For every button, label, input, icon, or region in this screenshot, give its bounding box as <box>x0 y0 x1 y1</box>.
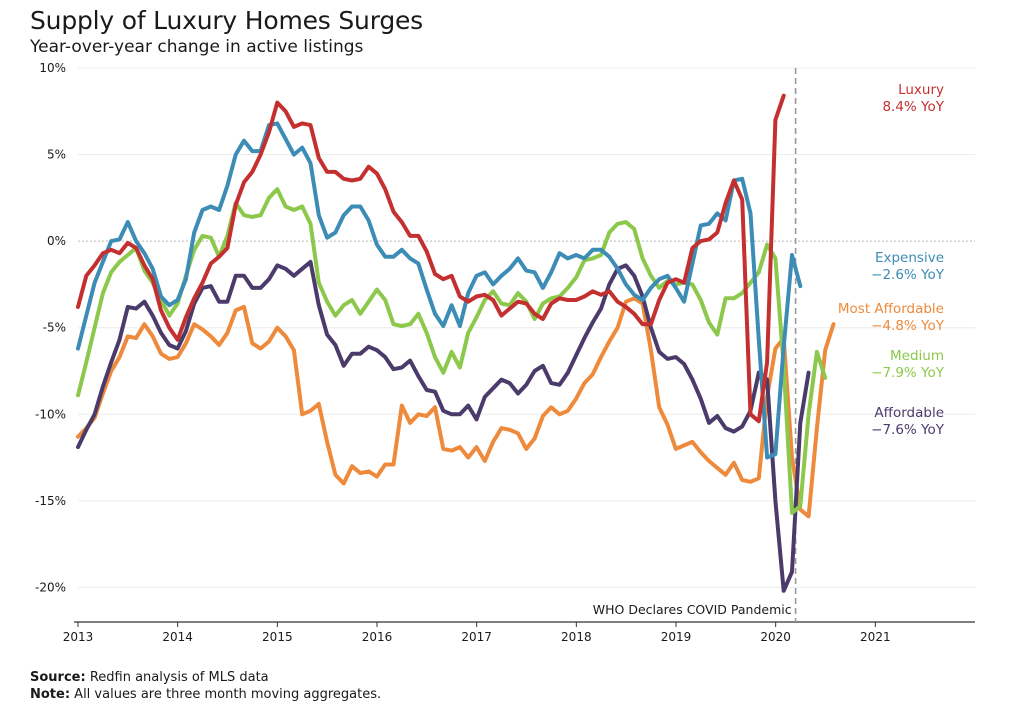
source-text: Redfin analysis of MLS data <box>85 670 269 685</box>
y-tick-label: 0% <box>47 234 66 248</box>
x-tick-label: 2013 <box>63 630 94 644</box>
x-tick-label: 2015 <box>262 630 293 644</box>
grid-lines <box>78 67 975 588</box>
y-tick-label: -20% <box>35 580 66 594</box>
x-tick-label: 2021 <box>860 630 891 644</box>
series-line-affordable <box>76 259 811 593</box>
note-line: Note: All values are three month moving … <box>30 686 381 703</box>
series-end-labels: Most Affordable−4.8% YoY Affordable−7.6% … <box>838 82 945 438</box>
y-tick-label: 5% <box>47 148 66 162</box>
x-tick-label: 2017 <box>461 630 492 644</box>
y-tick-label: -5% <box>43 321 66 335</box>
covid-annotation: WHO Declares COVID Pandemic <box>593 68 797 622</box>
end-label-expensive: −2.6% YoY <box>871 267 945 283</box>
end-label-affordable: −7.6% YoY <box>871 422 945 438</box>
x-tick-label: 2016 <box>362 630 393 644</box>
covid-annotation-text: WHO Declares COVID Pandemic <box>593 602 792 617</box>
end-label-medium: Medium <box>890 348 944 364</box>
chart-subtitle: Year-over-year change in active listings <box>30 37 364 57</box>
end-label-affordable: Affordable <box>874 405 944 421</box>
note-label: Note: <box>30 687 71 702</box>
y-tick-label: -10% <box>35 407 66 421</box>
series-line-luxury <box>76 93 786 424</box>
series-line-expensive <box>76 121 803 460</box>
end-label-medium: −7.9% YoY <box>871 365 945 381</box>
x-tick-label: 2018 <box>561 630 592 644</box>
note-text: All values are three month moving aggreg… <box>70 687 382 702</box>
y-axis-ticks: 10% 5% 0% -5% -10% -15% -20% <box>35 61 66 594</box>
end-label-most-affordable: Most Affordable <box>838 301 944 317</box>
end-label-luxury: 8.4% YoY <box>882 99 944 115</box>
x-tick-label: 2019 <box>661 630 692 644</box>
footer: Source: Redfin analysis of MLS data Note… <box>30 669 381 703</box>
series-lines <box>76 93 836 593</box>
source-label: Source: <box>30 670 86 685</box>
x-tick-label: 2020 <box>760 630 791 644</box>
chart-title: Supply of Luxury Homes Surges <box>30 6 424 35</box>
y-tick-label: 10% <box>39 61 66 75</box>
end-label-expensive: Expensive <box>875 250 944 266</box>
y-tick-label: -15% <box>35 494 66 508</box>
x-tick-label: 2014 <box>162 630 193 644</box>
end-label-most-affordable: −4.8% YoY <box>871 318 945 334</box>
end-label-luxury: Luxury <box>898 82 944 98</box>
x-axis: 2013 2014 2015 2016 2017 2018 2019 2020 2021 <box>63 621 975 644</box>
source-line: Source: Redfin analysis of MLS data <box>30 669 381 686</box>
series-line-most-affordable <box>76 296 836 519</box>
series-line-medium <box>76 187 828 515</box>
